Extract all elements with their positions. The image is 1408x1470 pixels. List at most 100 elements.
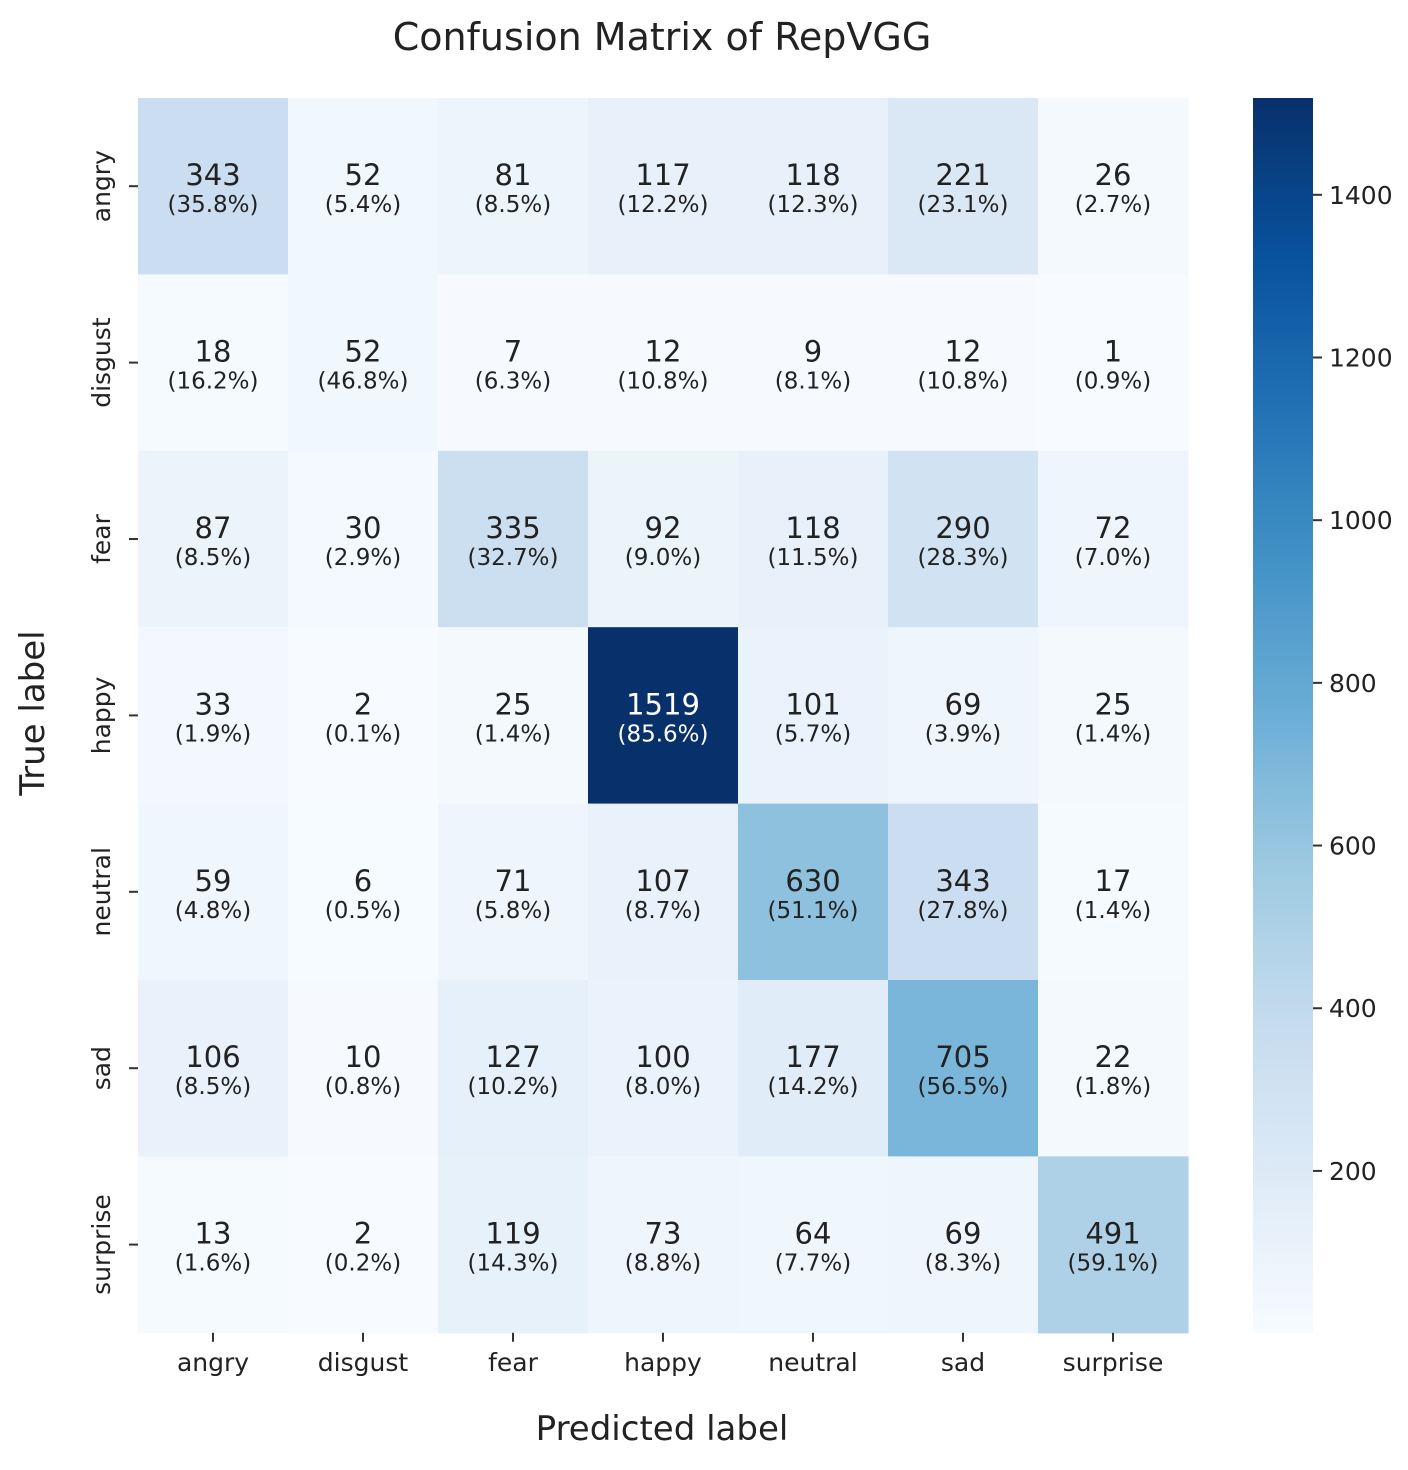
heatmap-cells: 343(35.8%)52(5.4%)81(8.5%)117(12.2%)118(… <box>138 98 1189 1334</box>
x-tick-label: surprise <box>1063 1348 1164 1377</box>
cell-percent-label: (12.3%) <box>767 192 858 218</box>
heatmap-cell <box>588 1156 739 1334</box>
heatmap-cell <box>738 627 889 805</box>
cell-count-label: 343 <box>935 864 990 898</box>
colorbar-gradient <box>1253 98 1313 1333</box>
heatmap-cell <box>888 1156 1039 1334</box>
cell-percent-label: (27.8%) <box>917 898 1008 924</box>
x-axis-title: Predicted label <box>536 1409 789 1449</box>
cell-percent-label: (7.0%) <box>1075 545 1151 571</box>
cell-count-label: 52 <box>345 335 382 369</box>
cell-count-label: 2 <box>354 1217 372 1251</box>
colorbar-tick-label: 600 <box>1329 832 1377 861</box>
cell-count-label: 59 <box>195 864 232 898</box>
cell-percent-label: (8.5%) <box>475 192 551 218</box>
cell-count-label: 1519 <box>626 687 700 721</box>
cell-count-label: 33 <box>195 687 232 721</box>
heatmap-cell <box>438 1156 589 1334</box>
heatmap-cell <box>588 803 739 981</box>
heatmap-cell <box>438 274 589 452</box>
cell-percent-label: (9.0%) <box>625 545 701 571</box>
heatmap-cell <box>438 627 589 805</box>
heatmap-cell <box>1038 274 1189 452</box>
cell-count-label: 25 <box>1095 687 1132 721</box>
cell-percent-label: (0.8%) <box>325 1074 401 1100</box>
cell-percent-label: (8.7%) <box>625 898 701 924</box>
y-tick-label: sad <box>87 1046 116 1090</box>
cell-count-label: 13 <box>195 1217 232 1251</box>
cell-count-label: 64 <box>795 1217 832 1251</box>
cell-percent-label: (5.4%) <box>325 192 401 218</box>
cell-percent-label: (1.4%) <box>1075 721 1151 747</box>
cell-percent-label: (0.9%) <box>1075 369 1151 395</box>
cell-percent-label: (14.3%) <box>467 1251 558 1277</box>
cell-percent-label: (4.8%) <box>175 898 251 924</box>
y-tick-label: disgust <box>87 317 116 408</box>
x-tick-label: happy <box>624 1348 702 1377</box>
heatmap-cell <box>888 98 1039 275</box>
cell-percent-label: (35.8%) <box>167 192 258 218</box>
heatmap-cell <box>588 450 739 628</box>
axis-ticks: angry disgust fear happy neutral sad surprise a… <box>87 150 1163 1377</box>
heatmap-cell <box>888 450 1039 628</box>
heatmap-cell <box>1038 980 1189 1157</box>
y-axis-title: True label <box>13 630 53 796</box>
cell-percent-label: (85.6%) <box>617 721 708 747</box>
cell-count-label: 221 <box>935 158 990 192</box>
heatmap-cell <box>138 274 289 452</box>
colorbar-tick-label: 1200 <box>1329 343 1393 372</box>
heatmap-cell <box>438 98 589 275</box>
cell-count-label: 335 <box>485 511 540 545</box>
heatmap-cell <box>138 450 289 628</box>
heatmap-cell <box>888 274 1039 452</box>
cell-percent-label: (2.7%) <box>1075 192 1151 218</box>
heatmap-cell <box>888 803 1039 981</box>
cell-count-label: 343 <box>185 158 240 192</box>
cell-percent-label: (0.2%) <box>325 1251 401 1277</box>
heatmap-cell <box>438 980 589 1157</box>
cell-percent-label: (1.6%) <box>175 1251 251 1277</box>
heatmap-cell <box>138 627 289 805</box>
heatmap-cell <box>738 274 889 452</box>
cell-percent-label: (11.5%) <box>767 545 858 571</box>
cell-count-label: 119 <box>485 1217 540 1251</box>
cell-percent-label: (1.4%) <box>1075 898 1151 924</box>
cell-percent-label: (51.1%) <box>767 898 858 924</box>
cell-count-label: 117 <box>635 158 690 192</box>
heatmap-cell <box>738 803 889 981</box>
y-tick-label: angry <box>87 150 116 222</box>
heatmap-cell <box>588 627 739 805</box>
cell-percent-label: (59.1%) <box>1067 1251 1158 1277</box>
heatmap-cell <box>1038 627 1189 805</box>
cell-count-label: 12 <box>645 335 682 369</box>
cell-count-label: 52 <box>345 158 382 192</box>
cell-percent-label: (2.9%) <box>325 545 401 571</box>
heatmap-cell <box>888 627 1039 805</box>
cell-count-label: 73 <box>645 1217 682 1251</box>
cell-count-label: 71 <box>495 864 532 898</box>
cell-percent-label: (56.5%) <box>917 1074 1008 1100</box>
y-tick-label: fear <box>87 513 116 564</box>
heatmap-cell <box>438 450 589 628</box>
cell-count-label: 69 <box>945 687 982 721</box>
cell-count-label: 17 <box>1095 864 1132 898</box>
cell-count-label: 106 <box>185 1040 240 1074</box>
y-tick-label: surprise <box>87 1194 116 1295</box>
heatmap-cell <box>588 98 739 275</box>
cell-count-label: 92 <box>645 511 682 545</box>
cell-percent-label: (8.3%) <box>925 1251 1001 1277</box>
x-tick-label: sad <box>941 1348 985 1377</box>
heatmap-cell <box>588 980 739 1157</box>
cell-count-label: 290 <box>935 511 990 545</box>
heatmap-cell <box>1038 803 1189 981</box>
cell-count-label: 9 <box>804 335 822 369</box>
x-tick-label: disgust <box>318 1348 409 1377</box>
heatmap-cell <box>138 803 289 981</box>
cell-count-label: 18 <box>195 335 232 369</box>
cell-count-label: 22 <box>1095 1040 1132 1074</box>
cell-percent-label: (3.9%) <box>925 721 1001 747</box>
cell-count-label: 26 <box>1095 158 1132 192</box>
cell-percent-label: (8.5%) <box>175 1074 251 1100</box>
cell-count-label: 630 <box>785 864 840 898</box>
cell-count-label: 118 <box>785 511 840 545</box>
